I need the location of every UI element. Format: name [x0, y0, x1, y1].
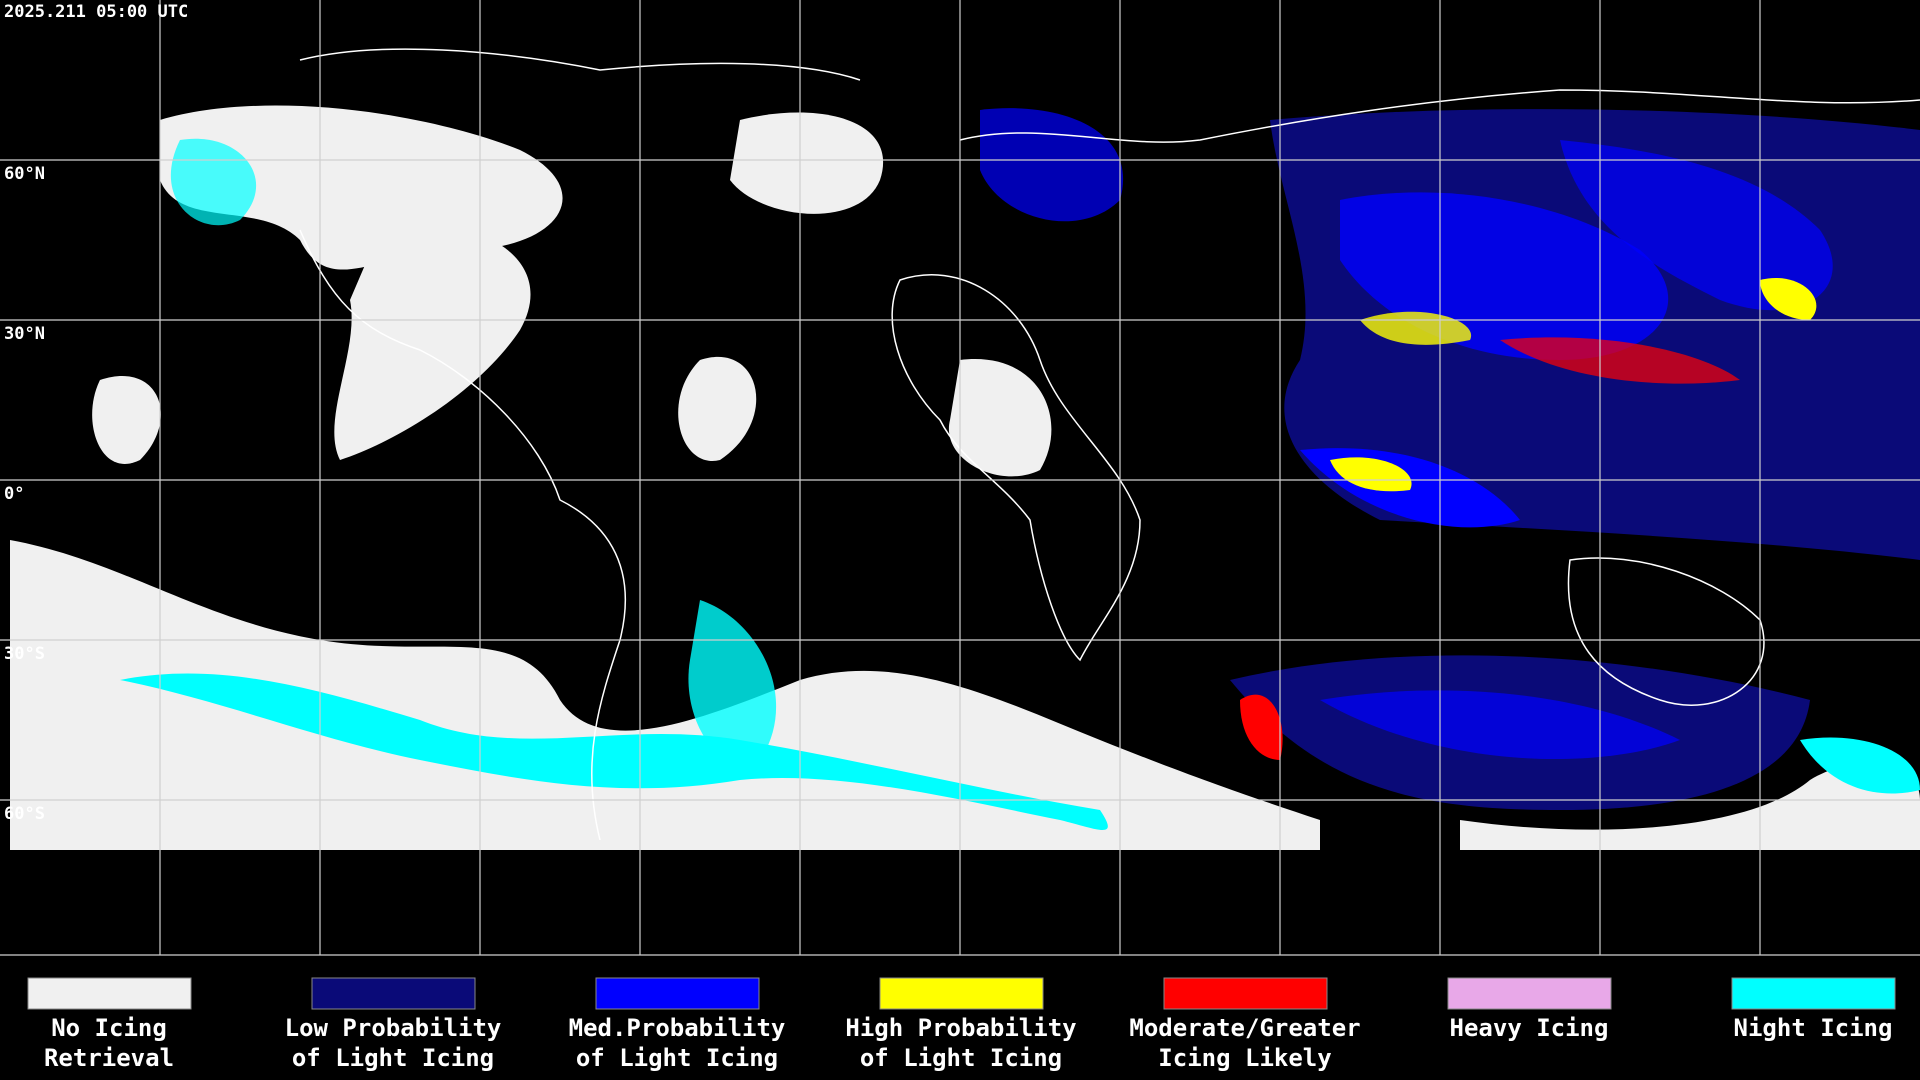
legend-label: No Icing	[51, 1014, 167, 1042]
legend-swatch	[311, 977, 476, 1010]
legend-label: Moderate/Greater	[1129, 1014, 1360, 1042]
coastline	[299, 48, 861, 81]
cloud	[678, 356, 757, 461]
legend-swatch	[1731, 977, 1896, 1010]
coastline	[1567, 557, 1765, 706]
coastline	[891, 274, 1141, 662]
legend-label: High Probability	[845, 1014, 1076, 1042]
cloud	[1460, 762, 1920, 850]
cloud	[160, 105, 563, 270]
legend-label: of Light Icing	[292, 1044, 494, 1072]
icing-area	[1240, 694, 1283, 760]
cloud	[948, 359, 1052, 477]
legend-label: of Light Icing	[860, 1044, 1062, 1072]
latitude-label: 60°N	[4, 164, 45, 184]
coastline	[959, 89, 1920, 143]
legend-label: Icing Likely	[1158, 1044, 1331, 1072]
latitude-label: 0°	[4, 484, 24, 504]
legend-swatch	[595, 977, 760, 1010]
legend-swatch	[1163, 977, 1328, 1010]
cloud	[92, 376, 161, 464]
legend-label: Night Icing	[1734, 1014, 1893, 1042]
timestamp: 2025.211 05:00 UTC	[4, 2, 188, 22]
latitude-label: 60°S	[4, 804, 45, 824]
cloud	[120, 673, 1108, 830]
icing-area	[1500, 337, 1740, 384]
icing-area	[1760, 278, 1817, 320]
legend-swatch	[879, 977, 1044, 1010]
legend-background	[0, 955, 1920, 1080]
coastlines	[299, 48, 1920, 841]
graticule	[0, 0, 1920, 955]
latitude-labels: 60°N 30°N 0° 30°S 60°S	[4, 164, 45, 824]
cloud	[10, 540, 1320, 850]
legend-label: of Light Icing	[576, 1044, 778, 1072]
legend-swatch	[27, 977, 192, 1010]
legend-label: Med.Probability	[569, 1014, 786, 1042]
coastline	[299, 229, 626, 841]
cloud	[688, 600, 777, 764]
legend-swatch	[1447, 977, 1612, 1010]
legend-label: Low Probability	[285, 1014, 502, 1042]
cloud	[730, 112, 884, 214]
latitude-label: 30°N	[4, 324, 45, 344]
legend-label: Retrieval	[44, 1044, 174, 1072]
cloud-field	[10, 105, 1920, 850]
legend-label: Heavy Icing	[1450, 1014, 1609, 1042]
cloud	[1800, 737, 1920, 794]
icing-area	[1560, 140, 1833, 311]
icing-area	[1320, 690, 1680, 760]
latitude-label: 30°S	[4, 644, 45, 664]
icing-area	[1330, 457, 1412, 492]
cloud	[334, 225, 531, 460]
